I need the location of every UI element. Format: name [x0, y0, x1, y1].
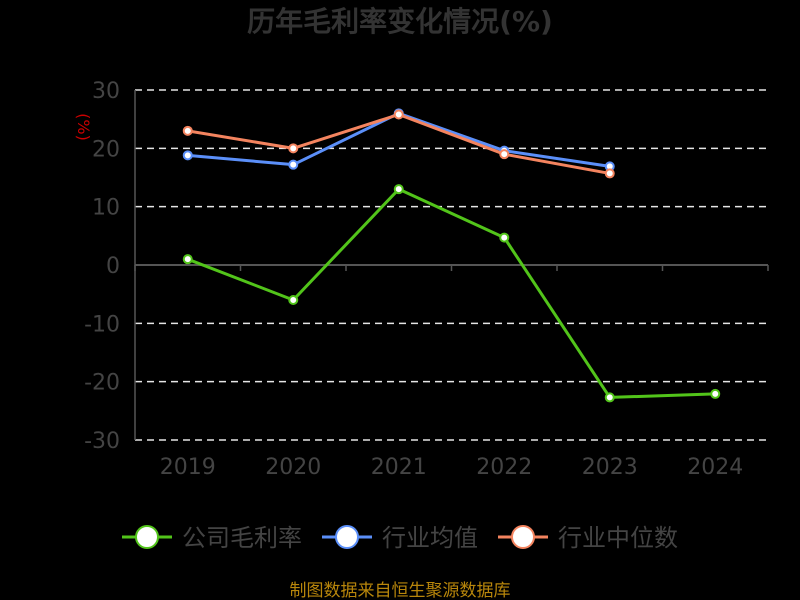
- x-tick-label: 2020: [265, 455, 321, 480]
- data-point: [710, 388, 721, 399]
- legend-label: 行业中位数: [558, 524, 678, 552]
- legend-label: 行业均值: [382, 524, 478, 552]
- x-tick-label: 2022: [476, 455, 532, 480]
- x-tick-labels: 2019 2020 2021 2022 2023 2024: [160, 455, 744, 480]
- data-point: [182, 150, 193, 161]
- y-tick-label: -30: [84, 429, 120, 454]
- y-tick-label: -10: [84, 312, 120, 337]
- legend-marker: [335, 525, 359, 549]
- y-axis-unit: (%): [74, 113, 93, 141]
- series-group: [182, 108, 721, 403]
- data-point: [182, 125, 193, 136]
- x-tick-label: 2019: [160, 455, 216, 480]
- legend: 公司毛利率 行业均值 行业中位数: [122, 524, 678, 552]
- y-tick-label: 20: [92, 137, 120, 162]
- y-tick-label: 10: [92, 196, 120, 221]
- y-tick-labels: 30 20 10 0 -10 -20 -30: [84, 79, 120, 454]
- x-tick-label: 2021: [371, 455, 427, 480]
- data-source-note: 制图数据来自恒生聚源数据库: [290, 581, 511, 600]
- data-point: [182, 254, 193, 265]
- legend-marker: [511, 525, 535, 549]
- data-point: [604, 168, 615, 179]
- grid-lines: [135, 89, 768, 441]
- data-point: [288, 143, 299, 154]
- x-tick-label: 2024: [687, 455, 743, 480]
- series-line: [187, 187, 716, 399]
- x-tick-label: 2023: [582, 455, 638, 480]
- y-tick-label: 0: [106, 254, 120, 279]
- legend-label: 公司毛利率: [182, 524, 302, 552]
- legend-marker: [135, 525, 159, 549]
- data-point: [288, 159, 299, 170]
- data-point: [499, 232, 510, 243]
- y-tick-label: 30: [92, 79, 120, 104]
- data-point: [393, 109, 404, 120]
- data-point: [604, 392, 615, 403]
- y-tick-label: -20: [84, 371, 120, 396]
- data-point: [499, 149, 510, 160]
- series-line: [187, 113, 611, 175]
- data-point: [288, 295, 299, 305]
- data-point: [393, 184, 404, 195]
- axes: [134, 90, 769, 440]
- chart-title: 历年毛利率变化情况(%): [247, 5, 553, 38]
